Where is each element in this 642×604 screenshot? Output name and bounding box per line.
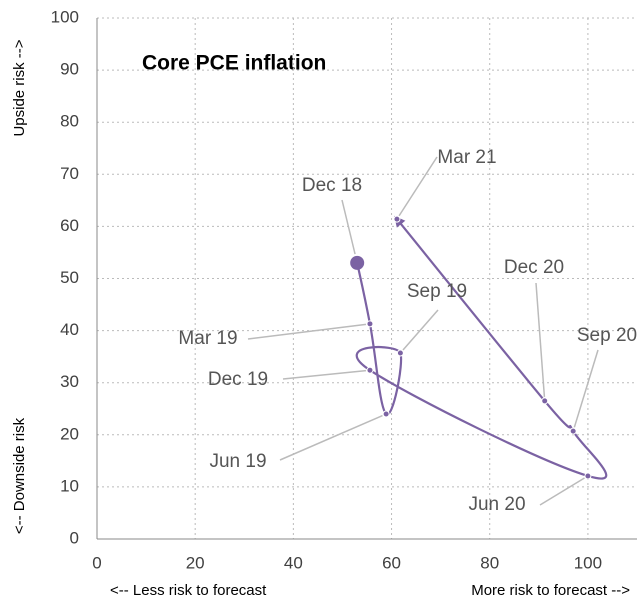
y-tick-label: 60 [60,216,79,235]
leader-line [282,369,367,380]
point-label: Sep 19 [407,281,467,302]
leader-line [573,349,599,428]
y-tick-label: 90 [60,60,79,79]
leader-line [539,477,585,506]
x-label-right: More risk to forecast --> [471,582,630,599]
point [541,397,549,405]
point-label: Jun 19 [209,451,266,472]
leader-line [247,323,367,340]
leader-line [398,156,438,217]
point-label: Mar 19 [178,328,237,349]
x-tick-label: 0 [92,553,101,572]
trajectory [355,215,608,480]
x-tick-label: 40 [284,553,303,572]
y-tick-label: 50 [60,268,79,287]
point [382,410,390,418]
point-label: Dec 20 [504,257,564,278]
x-label-left: <-- Less risk to forecast [110,582,267,599]
y-tick-label: 40 [60,320,79,339]
y-tick-label: 100 [51,7,79,26]
y-tick-label: 0 [70,528,79,547]
x-tick-label: 100 [574,553,602,572]
point-label: Sep 20 [577,325,637,346]
point [366,320,374,328]
point-label: Jun 20 [468,494,525,515]
point-label: Dec 18 [302,175,362,196]
leader-line [341,199,356,255]
point [584,472,592,480]
point [393,215,401,223]
x-tick-label: 80 [480,553,499,572]
point [350,255,365,270]
leader-line [402,309,439,351]
point [396,349,404,357]
y-tick-label: 10 [60,476,79,495]
y-tick-label: 70 [60,164,79,183]
point-label: Dec 19 [208,369,268,390]
y-label-bottom: <-- Downside risk [11,417,28,534]
y-tick-label: 80 [60,112,79,131]
x-tick-label: 20 [186,553,205,572]
y-tick-label: 30 [60,372,79,391]
leader-line [535,282,546,398]
y-label-top: Upside risk --> [11,39,28,136]
leader-line [279,414,383,461]
point [366,366,374,374]
point-label: Mar 21 [437,147,496,168]
x-tick-label: 60 [382,553,401,572]
chart-title: Core PCE inflation [142,52,326,75]
point [569,427,577,435]
y-tick-label: 20 [60,424,79,443]
